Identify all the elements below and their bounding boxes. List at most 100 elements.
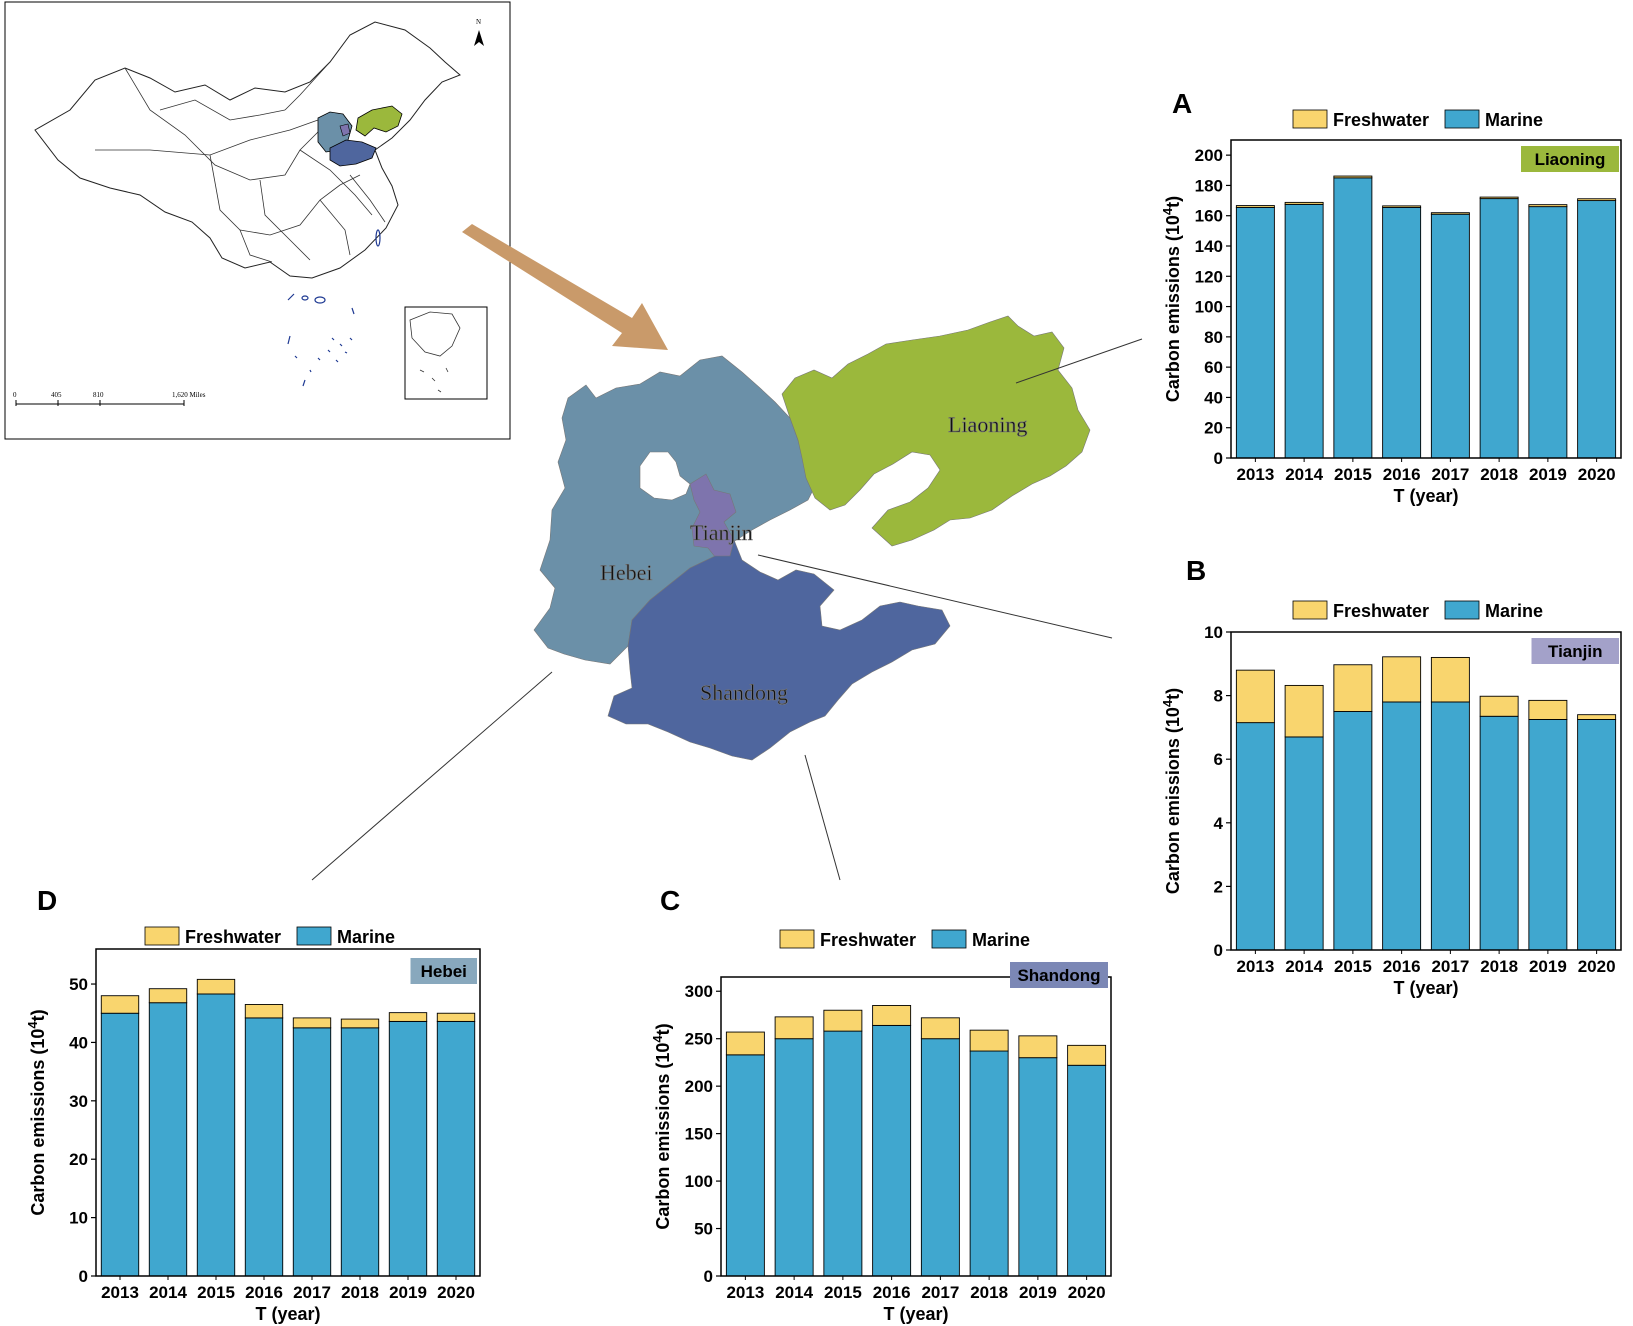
legend-label-freshwater: Freshwater bbox=[185, 927, 281, 947]
connector-shandong bbox=[804, 754, 841, 881]
x-tick-label: 2018 bbox=[1480, 957, 1518, 976]
bar-marine bbox=[872, 1024, 912, 1277]
bar-marine bbox=[1479, 198, 1519, 459]
plot-frame bbox=[1230, 631, 1622, 951]
bar-marine bbox=[1067, 1064, 1107, 1277]
overview-map: N 0 405 810 1,620 Miles bbox=[4, 1, 511, 440]
y-tick-label: 10 bbox=[69, 1209, 88, 1228]
legend-label-marine: Marine bbox=[337, 927, 395, 947]
region-tag-label: Tianjin bbox=[1548, 642, 1602, 661]
bar-freshwater bbox=[823, 1009, 863, 1032]
y-tick-label: 140 bbox=[1195, 237, 1223, 256]
region-tag-label: Liaoning bbox=[1535, 150, 1606, 169]
plot-frame bbox=[1230, 139, 1622, 459]
bar-marine bbox=[725, 1054, 765, 1277]
y-axis-title: Carbon emissions (104t) bbox=[650, 1023, 673, 1229]
bar-freshwater bbox=[1479, 196, 1519, 200]
bar-freshwater bbox=[1333, 664, 1373, 712]
legend-swatch-marine bbox=[931, 929, 967, 949]
bar-marine bbox=[340, 1027, 380, 1277]
y-tick-label: 0 bbox=[1214, 449, 1223, 468]
connector-lines bbox=[311, 338, 1143, 881]
x-tick-label: 2019 bbox=[1529, 465, 1567, 484]
panel-letter: B bbox=[1186, 555, 1206, 586]
bar-freshwater bbox=[1284, 684, 1324, 738]
x-tick-label: 2016 bbox=[245, 1283, 283, 1302]
panel-letter: C bbox=[660, 885, 680, 916]
x-tick-label: 2020 bbox=[1578, 465, 1616, 484]
bar-marine bbox=[1235, 206, 1275, 459]
bar-marine bbox=[1528, 206, 1568, 459]
x-tick-label: 2017 bbox=[921, 1283, 959, 1302]
x-tick-label: 2016 bbox=[873, 1283, 911, 1302]
legend: Freshwater Marine bbox=[779, 929, 1030, 950]
bar-marine bbox=[388, 1020, 428, 1277]
x-tick-label: 2020 bbox=[1578, 957, 1616, 976]
bar-freshwater bbox=[1382, 205, 1422, 208]
legend-label-marine: Marine bbox=[1485, 601, 1543, 621]
region-tag-box bbox=[410, 958, 477, 984]
y-tick-label: 300 bbox=[685, 982, 713, 1001]
map-label-hebei: Hebei bbox=[600, 560, 653, 585]
bar-freshwater bbox=[872, 1005, 912, 1026]
bar-marine bbox=[1235, 722, 1275, 951]
plot-frame bbox=[720, 976, 1112, 1277]
svg-text:N: N bbox=[476, 18, 481, 26]
x-tick-label: 2014 bbox=[1285, 957, 1323, 976]
region-tag-box bbox=[1010, 962, 1108, 988]
x-axis-title: T (year) bbox=[883, 1304, 948, 1324]
bar-freshwater bbox=[1018, 1035, 1058, 1059]
legend-swatch-marine bbox=[296, 926, 332, 946]
bar-marine bbox=[1333, 177, 1373, 459]
x-tick-label: 2019 bbox=[1529, 957, 1567, 976]
bar-marine bbox=[244, 1017, 284, 1277]
bar-freshwater bbox=[436, 1012, 476, 1022]
legend: Freshwater Marine bbox=[1292, 109, 1543, 130]
overview-liaoning bbox=[355, 105, 403, 137]
bar-freshwater bbox=[388, 1012, 428, 1022]
bar-freshwater bbox=[920, 1017, 960, 1040]
y-tick-label: 0 bbox=[79, 1267, 88, 1286]
region-tag-box bbox=[1521, 146, 1619, 172]
bar-freshwater bbox=[1235, 205, 1275, 208]
x-tick-label: 2019 bbox=[389, 1283, 427, 1302]
x-axis-title: T (year) bbox=[1393, 486, 1458, 506]
y-tick-label: 200 bbox=[685, 1077, 713, 1096]
bar-marine bbox=[1528, 719, 1568, 951]
y-tick-label: 2 bbox=[1214, 877, 1223, 896]
x-tick-label: 2013 bbox=[726, 1283, 764, 1302]
connector-tianjin bbox=[757, 554, 1113, 639]
y-tick-label: 6 bbox=[1214, 750, 1223, 769]
bar-freshwater bbox=[1382, 656, 1422, 703]
bar-freshwater bbox=[1577, 714, 1617, 720]
bar-freshwater bbox=[1430, 212, 1470, 215]
y-tick-label: 30 bbox=[69, 1092, 88, 1111]
overview-tianjin bbox=[339, 123, 351, 137]
bar-freshwater bbox=[148, 988, 188, 1004]
connector-hebei bbox=[311, 671, 553, 881]
legend-label-marine: Marine bbox=[972, 930, 1030, 950]
bar-marine bbox=[436, 1020, 476, 1277]
bar-marine bbox=[1577, 719, 1617, 951]
y-tick-label: 0 bbox=[1214, 941, 1223, 960]
x-tick-label: 2015 bbox=[1334, 957, 1372, 976]
chart-panel-c: C Freshwater Marine 2013 2014 2015 2016 2017 201… bbox=[650, 885, 1112, 1324]
x-tick-label: 2016 bbox=[1383, 465, 1421, 484]
north-arrow-icon: N bbox=[474, 18, 484, 46]
x-tick-label: 2018 bbox=[970, 1283, 1008, 1302]
legend-label-marine: Marine bbox=[1485, 110, 1543, 130]
province-boundaries bbox=[95, 61, 386, 263]
map-label-shandong: Shandong bbox=[700, 680, 788, 705]
x-tick-label: 2013 bbox=[1236, 957, 1274, 976]
x-axis-title: T (year) bbox=[1393, 978, 1458, 998]
y-tick-label: 100 bbox=[1195, 298, 1223, 317]
y-tick-label: 8 bbox=[1214, 687, 1223, 706]
y-axis-title: Carbon emissions (104t) bbox=[25, 1009, 48, 1215]
x-tick-label: 2013 bbox=[1236, 465, 1274, 484]
legend-swatch-freshwater bbox=[144, 926, 180, 946]
scale-bar: 0 405 810 1,620 Miles bbox=[13, 391, 206, 406]
bar-marine bbox=[1333, 711, 1373, 951]
bar-freshwater bbox=[244, 1004, 284, 1019]
inset-map-islands bbox=[419, 367, 449, 393]
